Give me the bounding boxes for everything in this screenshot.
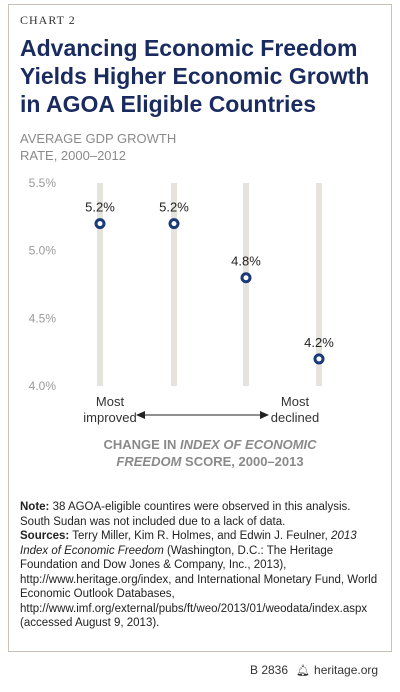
footer-site: heritage.org bbox=[314, 663, 379, 677]
x-axis-label-italic2: FREEDOM bbox=[116, 454, 182, 469]
x-left-label-line2: improved bbox=[83, 410, 137, 425]
gridline bbox=[243, 183, 249, 386]
data-point bbox=[94, 218, 106, 230]
data-point bbox=[313, 353, 325, 365]
data-label: 4.8% bbox=[231, 254, 261, 269]
arrow-head-left bbox=[136, 411, 145, 419]
y-tick-label: 4.5% bbox=[29, 311, 57, 325]
data-label: 4.2% bbox=[304, 335, 334, 350]
sources-text-1: Terry Miller, Kim R. Holmes, and Edwin J… bbox=[69, 530, 332, 542]
notes-section: Note: 38 AGOA-eligible countires were ob… bbox=[20, 500, 380, 631]
sources-label: Sources: bbox=[20, 530, 70, 542]
chart-number: CHART 2 bbox=[20, 13, 76, 27]
y-tick-label: 5.5% bbox=[29, 176, 57, 190]
data-label: 5.2% bbox=[85, 200, 115, 215]
sources-italic: 2013 Index of Economic Freedom bbox=[20, 530, 357, 557]
x-right-label-line1: Most bbox=[280, 394, 310, 409]
footer-code: B 2836 bbox=[250, 663, 289, 677]
x-right-label: Most declined bbox=[255, 394, 335, 426]
y-ticks: 5.5% 5.0% 4.5% 4.0% bbox=[29, 176, 57, 393]
data-label: 5.2% bbox=[159, 200, 189, 215]
data-point bbox=[240, 272, 252, 284]
footer: B 2836 🔔︎ heritage.org bbox=[250, 663, 378, 677]
x-left-label-line1: Most bbox=[95, 394, 125, 409]
sources-text-2: (Washington, D.C.: The Heritage Foundati… bbox=[20, 544, 378, 630]
gridlines bbox=[97, 183, 322, 386]
chart-title: Advancing Economic Freedom Yields Higher… bbox=[20, 35, 370, 117]
x-axis-label-part1: CHANGE IN bbox=[103, 437, 177, 452]
bell-icon: 🔔︎ bbox=[296, 665, 311, 677]
y-axis-label-line1: AVERAGE GDP GROWTH bbox=[20, 131, 177, 146]
x-axis-label-part2: SCORE, 2000–2013 bbox=[185, 454, 304, 469]
gridline bbox=[316, 183, 322, 386]
note-label: Note: bbox=[20, 501, 50, 513]
y-axis-label: AVERAGE GDP GROWTH RATE, 2000–2012 bbox=[20, 130, 220, 164]
arrow-head-right bbox=[260, 411, 269, 419]
y-tick-label: 4.0% bbox=[29, 379, 57, 393]
gridline bbox=[171, 183, 177, 386]
note-text: 38 AGOA-eligible countires were observed… bbox=[20, 501, 351, 528]
x-left-label: Most improved bbox=[70, 394, 150, 426]
x-axis-label: CHANGE IN INDEX OF ECONOMIC FREEDOM SCOR… bbox=[60, 436, 360, 470]
direction-arrow bbox=[136, 411, 269, 419]
y-axis-label-line2: RATE, 2000–2012 bbox=[20, 148, 126, 163]
y-tick-label: 5.0% bbox=[29, 244, 57, 258]
data-point bbox=[168, 218, 180, 230]
x-axis-label-italic1: INDEX OF ECONOMIC bbox=[180, 437, 317, 452]
gridline bbox=[97, 183, 103, 386]
data-points: 5.2% 5.2% 4.8% 4.2% bbox=[85, 200, 334, 365]
x-right-label-line2: declined bbox=[270, 410, 320, 425]
chart-frame bbox=[8, 4, 392, 652]
